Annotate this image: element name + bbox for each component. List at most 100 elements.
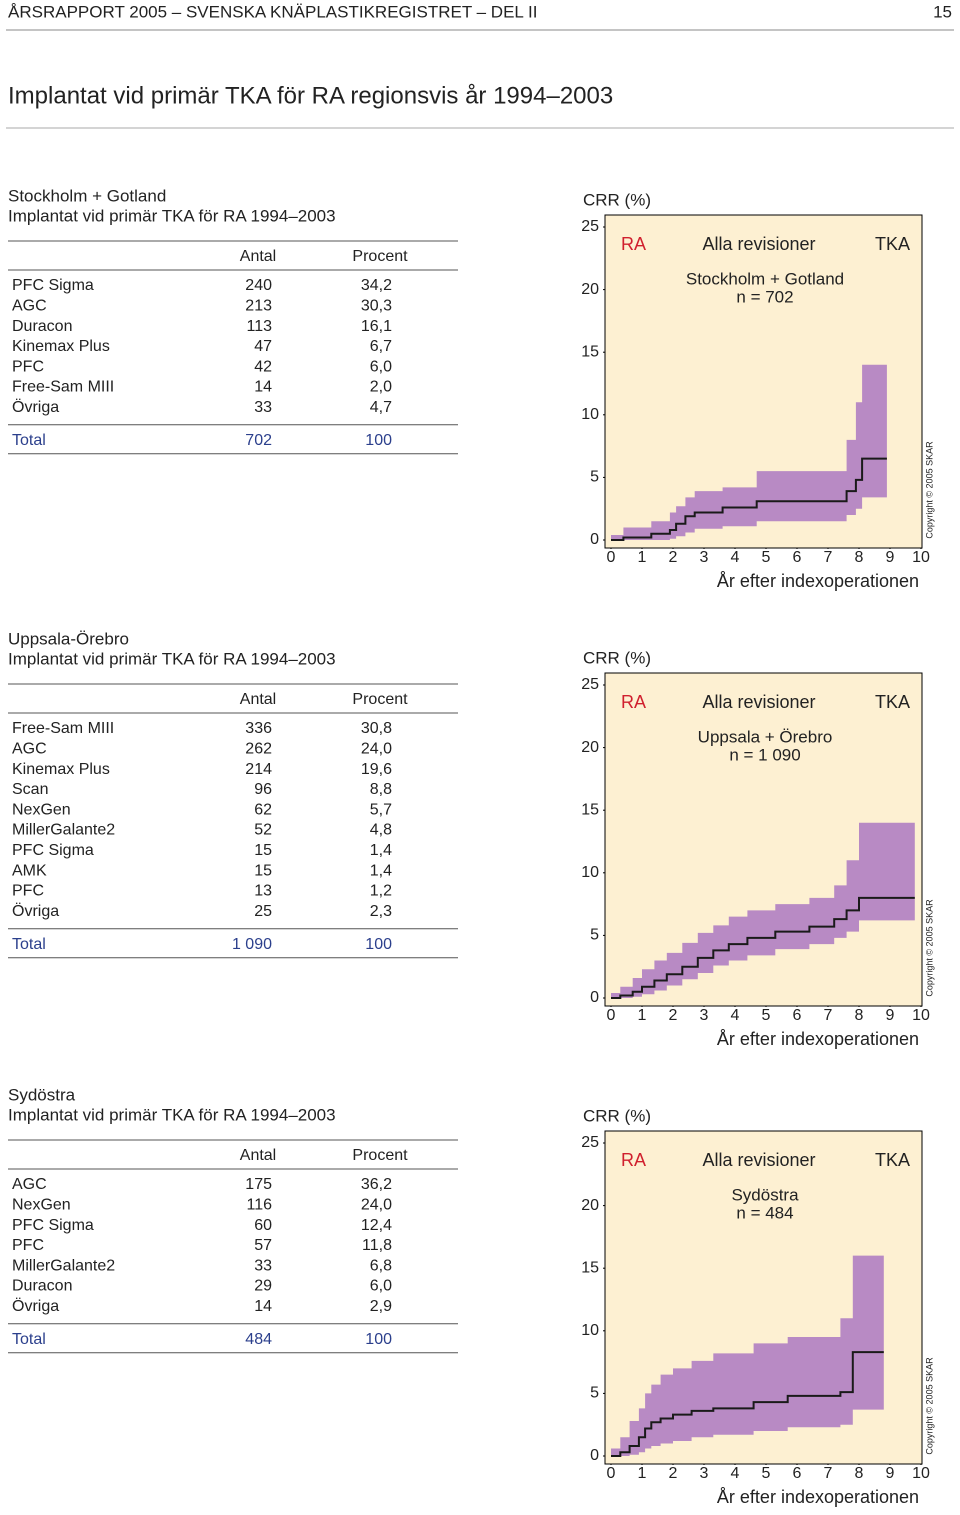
confidence-band [611,1193,884,1456]
cell-name: PFC [12,358,44,375]
cell-percent: 12,4 [361,1217,392,1234]
x-tick-label: 0 [607,1465,616,1482]
cell-count: 14 [254,1298,272,1315]
region-label: Stockholm + Gotland [686,269,844,288]
x-tick-label: 4 [731,1465,740,1482]
x-axis-title: År efter indexoperationen [717,1029,919,1049]
y-tick-label: 20 [581,1197,599,1214]
x-tick-label: 8 [855,549,864,566]
cell-name: PFC Sigma [12,842,94,859]
column-header: Antal [240,1147,276,1164]
cell-percent: 6,7 [370,338,392,355]
y-tick-label: 25 [581,1134,599,1151]
x-tick-label: 10 [912,1465,930,1482]
cell-count: 262 [245,741,272,758]
cell-count: 15 [254,862,272,879]
total-count: 484 [245,1331,272,1348]
x-tick-label: 10 [912,549,930,566]
total-label: Total [12,936,46,953]
cell-name: PFC [12,1237,44,1254]
cell-count: 336 [245,720,272,737]
legend-right: TKA [875,234,910,254]
total-percent: 100 [365,432,392,449]
cell-name: Kinemax Plus [12,761,110,778]
cell-count: 57 [254,1237,272,1254]
cell-count: 116 [246,1197,272,1214]
y-tick-label: 5 [590,927,599,944]
chart-title: Alla revisioner [702,1150,815,1170]
cell-name: NexGen [12,1197,71,1214]
page-number: 15 [933,2,952,21]
column-header: Procent [352,248,408,265]
x-tick-label: 10 [912,1007,930,1024]
y-tick-label: 0 [590,1447,599,1464]
page-title: Implantat vid primär TKA för RA regionsv… [8,82,613,109]
total-percent: 100 [365,1331,392,1348]
cell-count: 113 [246,318,272,335]
confidence-band [611,310,887,540]
total-percent: 100 [365,936,392,953]
region-label: Uppsala + Örebro [698,727,833,746]
cell-name: Duracon [12,1278,72,1295]
y-tick-label: 15 [581,801,599,818]
cell-percent: 30,8 [361,720,392,737]
legend-left: RA [621,692,646,712]
cell-name: PFC Sigma [12,277,94,294]
cell-percent: 6,0 [370,358,392,375]
cell-percent: 4,8 [370,822,392,839]
cell-percent: 30,3 [361,298,392,315]
legend-right: TKA [875,692,910,712]
cell-count: 96 [254,781,272,798]
confidence-band [611,728,915,998]
x-tick-label: 7 [824,549,833,566]
running-title: ÅRSRAPPORT 2005 – SVENSKA KNÄPLASTIKREGI… [8,2,537,21]
x-tick-label: 8 [855,1007,864,1024]
table-title: Implantat vid primär TKA för RA 1994–200… [8,1105,336,1124]
x-tick-label: 1 [638,1007,647,1024]
legend-left: RA [621,234,646,254]
x-tick-label: 1 [638,1465,647,1482]
x-tick-label: 7 [824,1007,833,1024]
y-axis-title: CRR (%) [583,190,651,209]
cell-count: 214 [245,761,272,778]
cell-name: AGC [12,741,47,758]
y-axis-title: CRR (%) [583,648,651,667]
chart-title: Alla revisioner [702,234,815,254]
cell-name: NexGen [12,801,71,818]
column-header: Procent [352,691,408,708]
x-axis-title: År efter indexoperationen [717,571,919,591]
cell-count: 213 [245,298,272,315]
legend-left: RA [621,1150,646,1170]
n-label: n = 702 [736,287,793,306]
cell-percent: 2,3 [370,903,392,920]
y-tick-label: 5 [590,469,599,486]
y-tick-label: 15 [581,343,599,360]
legend-right: TKA [875,1150,910,1170]
x-tick-label: 3 [700,1007,709,1024]
y-axis-title: CRR (%) [583,1106,651,1125]
total-count: 702 [245,432,272,449]
cell-count: 33 [254,1257,272,1274]
y-tick-label: 25 [581,218,599,235]
x-axis-title: År efter indexoperationen [717,1487,919,1507]
x-tick-label: 2 [669,549,678,566]
cell-count: 62 [254,801,272,818]
cell-name: MillerGalante2 [12,1257,115,1274]
x-tick-label: 0 [607,549,616,566]
table-title: Implantat vid primär TKA för RA 1994–200… [8,649,336,668]
x-tick-label: 7 [824,1465,833,1482]
cell-count: 42 [254,358,272,375]
crr-line [611,896,915,999]
cell-name: PFC Sigma [12,1217,94,1234]
y-tick-label: 20 [581,739,599,756]
n-label: n = 484 [736,1203,793,1222]
cell-percent: 24,0 [361,1197,392,1214]
x-tick-label: 3 [700,1465,709,1482]
cell-name: Scan [12,781,48,798]
cell-count: 29 [254,1278,272,1295]
cell-percent: 2,0 [370,379,392,396]
cell-percent: 11,8 [362,1237,392,1254]
x-tick-label: 6 [793,549,802,566]
cell-name: Övriga [12,1297,59,1315]
